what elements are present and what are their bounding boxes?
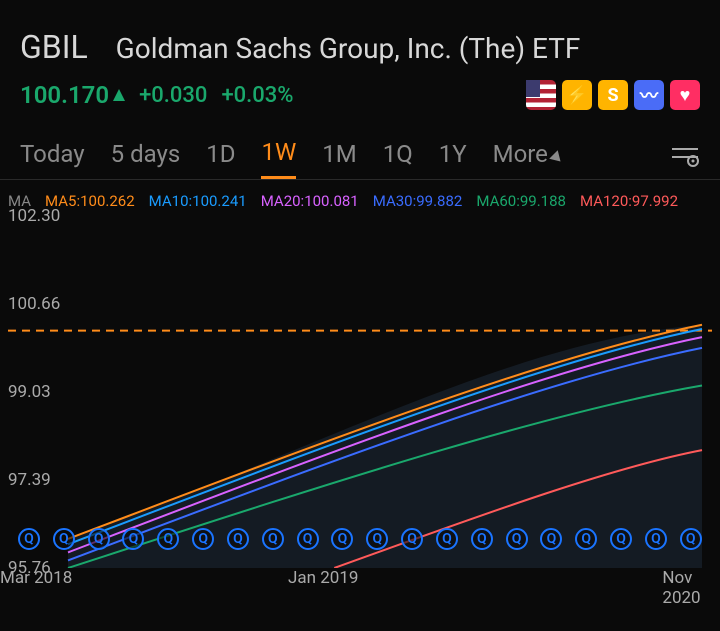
- price-chart[interactable]: QQQQQQQQQQQQQQQQQQQQ 102.30100.6699.0397…: [8, 216, 712, 568]
- event-marker-icon[interactable]: Q: [610, 528, 632, 550]
- x-tick-label: Nov 2020: [662, 568, 720, 608]
- ma-legend-item: MA120:97.992: [580, 192, 678, 210]
- event-marker-icon[interactable]: Q: [366, 528, 388, 550]
- badge-s[interactable]: S: [598, 80, 628, 110]
- x-tick-label: Jan 2019: [288, 568, 358, 588]
- ma-legend-item: MA10:100.241: [149, 192, 247, 210]
- y-tick-label: 100.66: [8, 294, 60, 314]
- tab-1q[interactable]: 1Q: [383, 140, 413, 178]
- event-marker-icon[interactable]: Q: [436, 528, 458, 550]
- event-marker-icon[interactable]: Q: [471, 528, 493, 550]
- event-marker-icon[interactable]: Q: [645, 528, 667, 550]
- event-marker-icon[interactable]: Q: [227, 528, 249, 550]
- company-name: Goldman Sachs Group, Inc. (The) ETF: [116, 32, 581, 65]
- tab-1m[interactable]: 1M: [322, 140, 356, 178]
- badge-row: ⚡S〰♥: [526, 80, 700, 110]
- tab-1d[interactable]: 1D: [206, 140, 235, 178]
- x-tick-label: Mar 2018: [0, 568, 72, 588]
- event-marker-icon[interactable]: Q: [680, 528, 702, 550]
- tab-more[interactable]: More: [493, 140, 562, 178]
- event-marker-row: QQQQQQQQQQQQQQQQQQQQ: [18, 528, 702, 550]
- event-marker-icon[interactable]: Q: [297, 528, 319, 550]
- ma-legend-item: MA60:99.188: [476, 192, 566, 210]
- moving-average-legend: MA MA5:100.262MA10:100.241MA20:100.081MA…: [0, 180, 720, 216]
- chart-settings-icon[interactable]: [670, 143, 700, 175]
- event-marker-icon[interactable]: Q: [506, 528, 528, 550]
- tab-5-days[interactable]: 5 days: [111, 140, 181, 178]
- badge-us-flag[interactable]: [526, 80, 556, 110]
- event-marker-icon[interactable]: Q: [53, 528, 75, 550]
- ticker-symbol: GBIL: [20, 28, 88, 66]
- event-marker-icon[interactable]: Q: [88, 528, 110, 550]
- event-marker-icon[interactable]: Q: [192, 528, 214, 550]
- badge-heart[interactable]: ♥: [670, 80, 700, 110]
- ma-legend-item: MA20:100.081: [261, 192, 359, 210]
- event-marker-icon[interactable]: Q: [122, 528, 144, 550]
- event-marker-icon[interactable]: Q: [262, 528, 284, 550]
- y-tick-label: 97.39: [8, 470, 51, 490]
- event-marker-icon[interactable]: Q: [331, 528, 353, 550]
- timeframe-tabs: Today 5 days 1D 1W 1M 1Q 1Y More: [0, 118, 720, 179]
- arrow-up-icon: [113, 89, 125, 101]
- price-change-abs: +0.030: [139, 83, 207, 108]
- event-marker-icon[interactable]: Q: [401, 528, 423, 550]
- y-tick-label: 99.03: [8, 382, 51, 402]
- y-tick-label: 102.30: [8, 206, 60, 226]
- price-change-pct: +0.03%: [221, 83, 293, 108]
- event-marker-icon[interactable]: Q: [575, 528, 597, 550]
- x-axis: Mar 2018Jan 2019Nov 2020: [0, 568, 720, 592]
- tab-today[interactable]: Today: [20, 140, 85, 178]
- event-marker-icon[interactable]: Q: [157, 528, 179, 550]
- last-price: 100.170: [20, 81, 125, 109]
- tab-1w[interactable]: 1W: [261, 138, 296, 179]
- tab-1y[interactable]: 1Y: [439, 140, 467, 178]
- badge-bolt[interactable]: ⚡: [562, 80, 592, 110]
- event-marker-icon[interactable]: Q: [540, 528, 562, 550]
- ma-legend-item: MA30:99.882: [373, 192, 463, 210]
- badge-wave[interactable]: 〰: [634, 80, 664, 110]
- event-marker-icon[interactable]: Q: [18, 528, 40, 550]
